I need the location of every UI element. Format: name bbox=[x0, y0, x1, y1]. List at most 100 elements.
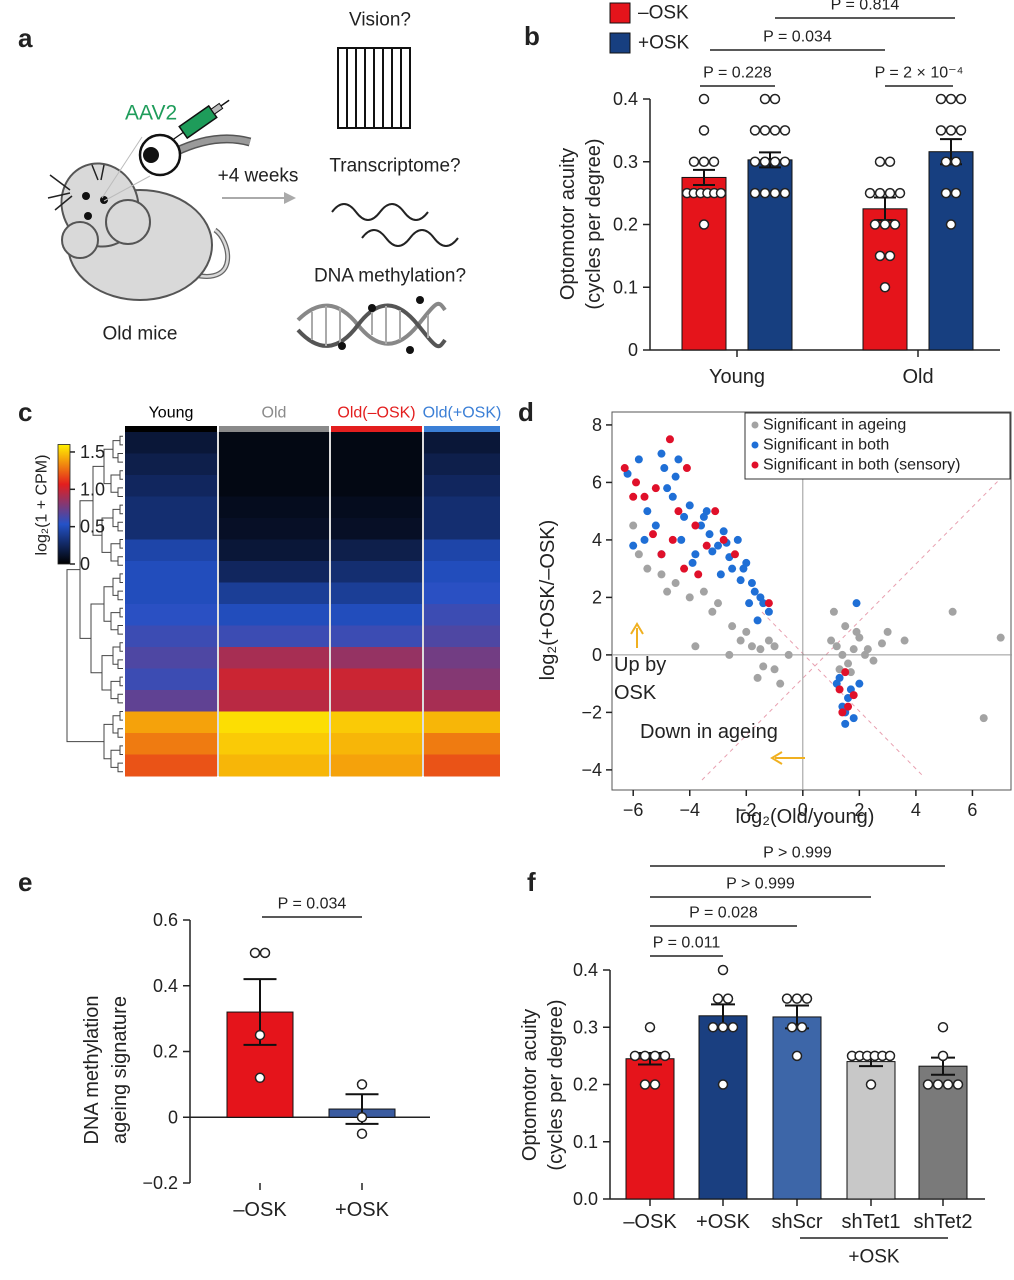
heatmap-cell bbox=[331, 561, 422, 583]
dendrogram bbox=[119, 745, 123, 755]
scatter-point bbox=[742, 627, 751, 636]
data-point bbox=[874, 187, 886, 199]
group-label: +OSK bbox=[848, 1247, 900, 1268]
data-point bbox=[717, 1022, 729, 1033]
scatter-point bbox=[979, 714, 988, 723]
data-point bbox=[874, 156, 886, 167]
heatmap-cell bbox=[424, 668, 500, 691]
data-point bbox=[955, 125, 967, 136]
scatter-point bbox=[849, 691, 858, 700]
data-point bbox=[254, 1072, 266, 1084]
heatmap-cell bbox=[125, 625, 217, 648]
scatter-point bbox=[702, 507, 711, 516]
y-tick-label: 0.2 bbox=[613, 215, 638, 235]
data-point bbox=[717, 964, 729, 976]
dendrogram bbox=[119, 504, 123, 515]
scatter-point bbox=[629, 541, 638, 550]
data-point bbox=[722, 993, 734, 1004]
scatter-point bbox=[835, 685, 844, 694]
data-point bbox=[759, 125, 771, 136]
heatmap-cell bbox=[219, 711, 329, 734]
x-tick-label: –OSK bbox=[233, 1199, 287, 1221]
heatmap-cell bbox=[424, 754, 500, 777]
scatter-point bbox=[719, 535, 728, 544]
dendrogram bbox=[112, 440, 120, 459]
scatter-point bbox=[736, 576, 745, 585]
bar bbox=[625, 1058, 675, 1200]
heatmap-cell bbox=[125, 711, 217, 734]
heatmap-cell bbox=[219, 647, 329, 669]
y-tick-label: 0.4 bbox=[573, 960, 598, 980]
transcript-wave bbox=[361, 229, 459, 247]
x-tick-label: Young bbox=[709, 366, 765, 388]
scatter-point bbox=[756, 645, 765, 654]
legend-marker bbox=[751, 421, 759, 429]
data-point bbox=[942, 1079, 954, 1090]
data-point bbox=[769, 187, 781, 199]
data-point bbox=[356, 1112, 368, 1123]
grating bbox=[337, 47, 411, 129]
data-point bbox=[769, 125, 781, 136]
heatmap-cell bbox=[331, 518, 422, 540]
data-point bbox=[712, 993, 724, 1004]
panel-label: f bbox=[527, 867, 536, 897]
heatmap-cell bbox=[424, 733, 500, 755]
data-point bbox=[884, 1050, 896, 1062]
scatter-point bbox=[725, 650, 734, 659]
data-point bbox=[945, 125, 957, 136]
scatter-point bbox=[708, 607, 717, 616]
heatmap-cell bbox=[424, 539, 500, 562]
heatmap-cell bbox=[424, 432, 500, 454]
data-point bbox=[955, 93, 967, 105]
data-point bbox=[791, 1050, 803, 1062]
data-point bbox=[869, 219, 881, 230]
dendrogram bbox=[117, 487, 123, 497]
heatmap-cell bbox=[331, 754, 422, 777]
annotation: P = 0.034 bbox=[278, 896, 347, 913]
scatter-point bbox=[663, 587, 672, 596]
data-point bbox=[874, 250, 886, 262]
dna-helix bbox=[296, 296, 447, 354]
scatter-point bbox=[747, 579, 756, 588]
scatter-point bbox=[665, 435, 674, 444]
scatter-point bbox=[838, 650, 847, 659]
reference-diagonal bbox=[701, 471, 1008, 781]
scatter-point bbox=[730, 550, 739, 559]
scatter-point bbox=[846, 668, 855, 677]
annotation: Up by bbox=[614, 654, 666, 676]
scatter-point bbox=[714, 599, 723, 608]
y-tick-label: 0.1 bbox=[573, 1132, 598, 1152]
scatter-point bbox=[711, 507, 720, 516]
dendrogram bbox=[117, 659, 123, 669]
y-tick-label: 6 bbox=[592, 472, 602, 492]
scatter-point bbox=[852, 599, 861, 608]
x-tick-label: shTet2 bbox=[914, 1211, 973, 1233]
data-point bbox=[727, 1022, 739, 1033]
data-point bbox=[879, 219, 891, 230]
panel-label: d bbox=[518, 397, 534, 427]
dendrogram bbox=[110, 749, 120, 768]
data-point bbox=[356, 1079, 368, 1090]
y-tick-label: 0.1 bbox=[613, 277, 638, 297]
data-point bbox=[864, 187, 876, 199]
scatter-point bbox=[747, 642, 756, 651]
data-point bbox=[952, 1079, 964, 1090]
heatmap-cell bbox=[219, 432, 329, 454]
scatter-point bbox=[753, 616, 762, 625]
data-point bbox=[922, 1079, 934, 1090]
data-point bbox=[649, 1079, 661, 1090]
data-point bbox=[749, 156, 761, 167]
dendrogram bbox=[110, 612, 120, 631]
scatter-point bbox=[699, 587, 708, 596]
data-point bbox=[715, 187, 727, 199]
scatter-point bbox=[629, 492, 638, 501]
scatter-point bbox=[697, 521, 706, 530]
scatter-point bbox=[705, 530, 714, 539]
scatter-point bbox=[682, 464, 691, 473]
colorbar-tick-label: 0.5 bbox=[80, 517, 105, 537]
y-axis-label: Optomotor acuity bbox=[519, 1009, 541, 1161]
heatmap-cell bbox=[424, 647, 500, 669]
scatter-point bbox=[643, 564, 652, 573]
data-point bbox=[779, 187, 791, 199]
heatmap-cell bbox=[219, 518, 329, 540]
